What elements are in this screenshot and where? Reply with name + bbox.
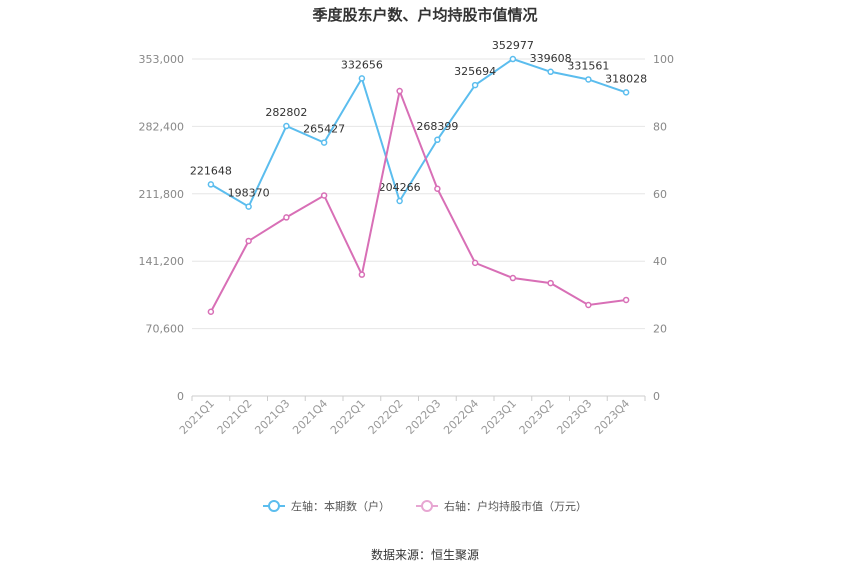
- data-point-right: [245, 237, 252, 245]
- data-point-right: [320, 192, 328, 199]
- right-tick-label: 40: [653, 255, 667, 268]
- data-point-right: [207, 308, 215, 315]
- left-tick-label: 141,200: [139, 255, 185, 268]
- left-tick-label: 0: [177, 390, 184, 403]
- data-label: 198370: [228, 187, 270, 200]
- data-point-left: [245, 203, 252, 210]
- data-point-left: [622, 89, 630, 96]
- legend-swatch-left-icon: [263, 500, 285, 512]
- data-label: 325694: [454, 65, 496, 78]
- data-point-right: [509, 274, 517, 282]
- x-tick-label: 2022Q1: [328, 397, 368, 437]
- data-point-left: [283, 122, 290, 130]
- right-tick-label: 100: [653, 53, 674, 66]
- data-label: 339608: [530, 52, 572, 65]
- x-tick-label: 2021Q2: [215, 397, 255, 437]
- x-tick-label: 2021Q4: [290, 397, 330, 437]
- legend-swatch-right-icon: [416, 500, 438, 512]
- data-point-right: [622, 296, 630, 304]
- data-label: 332656: [341, 58, 383, 71]
- data-point-left: [509, 55, 517, 63]
- x-tick-label: 2022Q2: [366, 397, 406, 437]
- data-point-right: [434, 185, 441, 192]
- left-tick-label: 70,600: [146, 323, 185, 336]
- x-tick-label: 2022Q3: [403, 397, 443, 437]
- series-line-right: [209, 87, 627, 313]
- left-tick-label: 211,800: [139, 188, 185, 201]
- right-tick-label: 80: [653, 120, 667, 133]
- x-tick-label: 2023Q2: [517, 397, 557, 437]
- data-point-left: [320, 139, 328, 146]
- left-tick-label: 282,400: [139, 120, 185, 133]
- left-tick-label: 353,000: [139, 53, 185, 66]
- data-label: 318028: [605, 72, 647, 85]
- data-source: 数据来源：恒生聚源: [370, 548, 479, 562]
- data-point-right: [358, 271, 366, 278]
- legend-label-left: 左轴：本期数（户）: [291, 500, 390, 513]
- data-point-left: [585, 76, 592, 83]
- x-tick-label: 2023Q3: [554, 397, 594, 437]
- data-point-right: [283, 214, 290, 221]
- data-label: 268399: [416, 120, 458, 133]
- legend-item-left-series[interactable]: 左轴：本期数（户）: [263, 498, 390, 514]
- data-label: 331561: [567, 59, 609, 72]
- x-tick-label: 2021Q3: [252, 397, 292, 437]
- data-point-left: [396, 197, 403, 205]
- data-label: 282802: [265, 106, 307, 119]
- data-point-left: [358, 75, 366, 82]
- data-point-right: [396, 87, 403, 95]
- right-tick-label: 20: [653, 323, 667, 336]
- data-point-right: [585, 301, 592, 309]
- x-tick-label: 2023Q4: [592, 397, 632, 437]
- legend-item-right-series[interactable]: 右轴：户均持股市值（万元）: [416, 498, 587, 514]
- legend-label-right: 右轴：户均持股市值（万元）: [444, 500, 587, 513]
- data-label: 221648: [190, 164, 232, 177]
- chart-plot: 0 70,600 141,200 211,800 282,400 353,000 0 20 40…: [139, 39, 675, 437]
- data-point-right: [471, 259, 479, 267]
- data-label: 204266: [379, 181, 421, 194]
- chart-title: 季度股东户数、户均持股市值情况: [312, 6, 538, 24]
- data-label: 265427: [303, 123, 345, 136]
- x-tick-label: 2023Q1: [479, 397, 519, 437]
- data-point-left: [471, 81, 479, 89]
- data-point-left: [434, 136, 441, 144]
- chart-legend: 左轴：本期数（户） 右轴：户均持股市值（万元）: [0, 498, 850, 514]
- x-tick-label: 2022Q4: [441, 397, 481, 437]
- data-point-left: [207, 181, 215, 188]
- right-tick-label: 60: [653, 188, 667, 201]
- right-tick-label: 0: [653, 390, 660, 403]
- data-point-right: [547, 279, 554, 287]
- data-label: 352977: [492, 39, 534, 52]
- data-point-left: [547, 68, 554, 76]
- series-line-left: [210, 57, 627, 209]
